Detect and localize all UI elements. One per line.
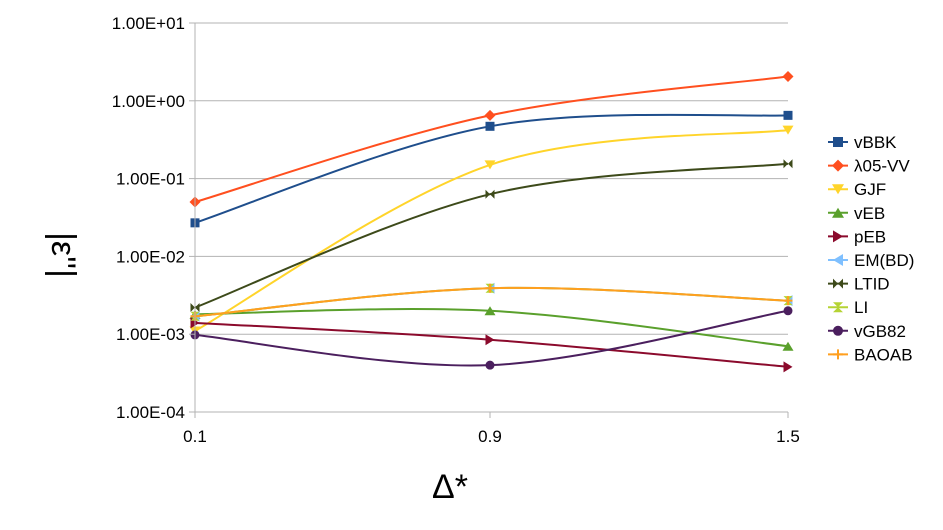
- legend-label: pEB: [854, 227, 886, 246]
- y-tick-label: 1.00E-02: [116, 247, 185, 266]
- data-point: [832, 207, 844, 218]
- data-point: [485, 360, 495, 370]
- legend-label: LTID: [854, 275, 890, 294]
- legend-item: vBBK: [828, 133, 897, 152]
- data-point: [832, 159, 844, 172]
- y-tick-label: 1.00E+01: [112, 14, 185, 33]
- data-point: [833, 325, 843, 336]
- data-point: [833, 254, 843, 266]
- data-point: [485, 283, 495, 293]
- legend-item: BAOAB: [828, 345, 913, 364]
- legend-label: BAOAB: [854, 345, 913, 364]
- data-point: [782, 71, 794, 83]
- legend-label: vEB: [854, 204, 885, 223]
- legend-item: GJF: [828, 180, 886, 199]
- data-point: [782, 125, 794, 135]
- series-gjf: [189, 125, 794, 336]
- legend-label: λ05-VV: [854, 157, 910, 176]
- data-point: [783, 159, 793, 169]
- series-line: [194, 162, 789, 309]
- legend-item: vGB82: [828, 322, 906, 341]
- x-tick-label: 0.9: [478, 427, 502, 446]
- data-point: [485, 334, 495, 346]
- series-vgb82: [190, 306, 793, 370]
- legend-label: EM(BD): [854, 251, 914, 270]
- ticks: 1.00E-04 1.00E-03 1.00E-02 1.00E-01 1.00E+00…: [112, 14, 800, 446]
- series-line: [194, 75, 789, 203]
- data-point: [484, 306, 496, 316]
- legend-item: λ05-VV: [828, 157, 910, 176]
- y-tick-label: 1.00E-01: [116, 170, 185, 189]
- data-point: [484, 160, 496, 170]
- data-point: [783, 296, 793, 306]
- legend-item: vEB: [828, 204, 885, 223]
- data-point: [833, 278, 843, 289]
- data-point: [485, 189, 495, 199]
- data-point: [783, 306, 793, 316]
- data-point: [833, 349, 843, 360]
- legend-label: GJF: [854, 180, 886, 199]
- series-line: [194, 129, 789, 332]
- y-tick-label: 1.00E-03: [116, 325, 185, 344]
- data-point: [833, 230, 843, 243]
- data-point: [782, 341, 794, 351]
- data-point: [833, 302, 843, 313]
- legend-label: LI: [854, 298, 868, 317]
- data-point: [833, 137, 843, 147]
- x-tick-label: 0.1: [183, 427, 207, 446]
- data-point: [783, 361, 793, 373]
- x-axis-title: Δ*: [432, 468, 468, 506]
- data-point: [484, 109, 496, 121]
- series-layer: [189, 71, 794, 373]
- y-axis-title: |ε''|: [44, 232, 82, 278]
- data-point: [832, 184, 844, 195]
- y-tick-label: 1.00E-04: [116, 403, 185, 422]
- legend-item: LI: [828, 298, 868, 317]
- axes: [194, 23, 788, 413]
- legend: vBBK λ05-VV GJF vEB pEB EM(BD) LTID LI vGB82 BAOA…: [828, 133, 914, 364]
- legend-item: LTID: [828, 275, 890, 294]
- legend-label: vBBK: [854, 133, 897, 152]
- series--05-vv: [189, 71, 794, 208]
- legend-label: vGB82: [854, 322, 906, 341]
- data-point: [485, 121, 495, 131]
- series-line: [194, 321, 789, 368]
- legend-item: EM(BD): [828, 251, 914, 270]
- legend-item: pEB: [828, 227, 886, 246]
- data-point: [783, 110, 793, 120]
- y-tick-label: 1.00E+00: [112, 92, 185, 111]
- series-veb: [189, 306, 794, 351]
- x-tick-label: 1.5: [776, 427, 800, 446]
- grid: [195, 22, 788, 413]
